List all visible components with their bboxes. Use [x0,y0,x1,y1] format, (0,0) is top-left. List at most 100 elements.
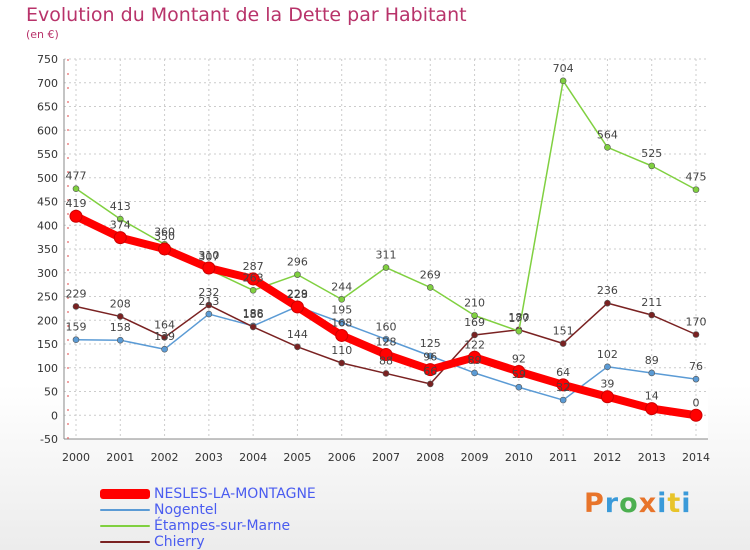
legend-item-nogentel: Nogentel [100,502,316,518]
data-label-etampes: 477 [66,170,87,183]
y-tick-label: 600 [37,124,58,137]
data-point-nogentel [116,336,124,344]
data-point-nesles [290,300,304,314]
data-label-nesles: 310 [198,249,219,262]
data-label-nesles: 287 [243,260,264,273]
data-point-etampes [116,215,124,223]
data-point-etampes [648,162,656,170]
data-label-nesles: 374 [110,219,131,232]
y-tick-label: 700 [37,77,58,90]
data-label-etampes: 475 [686,171,707,184]
data-label-chierry: 180 [508,311,529,324]
data-label-chierry: 236 [597,284,618,297]
data-label-nesles: 64 [556,366,570,379]
data-point-etampes [692,186,700,193]
data-label-nesles: 14 [645,390,659,403]
data-point-etampes [294,271,301,278]
data-point-nogentel [471,369,478,377]
data-label-chierry: 211 [641,296,662,309]
data-point-chierry [559,340,567,347]
chart-title: Evolution du Montant de la Dette par Hab… [26,4,467,26]
x-tick-label: 2002 [151,451,179,464]
x-tick-label: 2010 [505,451,533,464]
data-label-nesles: 39 [600,378,614,391]
legend: NESLES-LA-MONTAGNE Nogentel Étampes-sur-… [100,486,316,550]
x-tick-label: 2007 [372,451,400,464]
data-label-chierry: 66 [423,365,437,378]
data-label-nogentel: 229 [287,287,308,300]
x-tick-label: 2011 [549,451,577,464]
chart-subtitle: (en €) [26,28,59,41]
y-tick-label: 300 [37,267,58,280]
legend-swatch-nogentel [100,509,150,511]
data-label-nogentel: 213 [198,295,219,308]
data-label-nogentel: 159 [66,321,87,334]
data-point-nesles [512,365,526,379]
data-label-etampes: 413 [110,200,131,213]
data-label-nesles: 96 [423,351,437,364]
data-label-nesles: 350 [154,230,175,243]
data-label-nogentel: 195 [331,304,352,317]
data-label-nesles: 128 [376,335,397,348]
data-label-nogentel: 160 [376,320,397,333]
data-point-nesles [379,347,393,361]
data-point-nogentel [692,375,700,383]
data-point-nesles [468,350,482,364]
data-label-chierry: 144 [287,328,308,341]
data-label-etampes: 177 [508,312,529,325]
data-label-chierry: 164 [154,318,175,331]
x-tick-label: 2009 [461,451,489,464]
data-label-nogentel: 89 [468,354,482,367]
legend-label-nogentel: Nogentel [154,502,218,518]
data-point-chierry [249,323,257,331]
x-tick-label: 2000 [62,451,90,464]
data-label-nogentel: 32 [556,381,570,394]
y-tick-label: 650 [37,101,58,114]
data-point-chierry [426,380,434,388]
data-point-nesles [113,231,127,245]
y-tick-label: 500 [37,172,58,185]
data-point-nogentel [648,369,656,377]
x-tick-label: 2005 [283,451,311,464]
data-label-chierry: 88 [379,354,393,367]
data-label-chierry: 151 [553,325,574,338]
data-point-etampes [72,185,80,192]
y-tick-label: 100 [37,362,58,375]
logo-letter: P [584,488,605,519]
data-label-nogentel: 102 [597,348,618,361]
data-label-etampes: 704 [553,62,574,75]
data-point-nogentel [161,345,168,353]
data-label-etampes: 307 [198,250,219,263]
y-tick-label: 400 [37,219,58,232]
data-point-chierry [382,370,390,377]
x-tick-label: 2012 [593,451,621,464]
logo-letter: i [657,488,668,519]
data-label-chierry: 208 [110,297,131,310]
y-tick-label: -50 [40,433,58,446]
data-point-nesles [600,390,614,404]
data-point-nogentel [604,363,611,371]
y-tick-label: 50 [44,386,58,399]
data-label-nogentel: 158 [110,321,131,334]
data-label-nogentel: 76 [689,360,703,373]
y-tick-label: 450 [37,196,58,209]
legend-label-chierry: Chierry [154,534,205,550]
data-point-chierry [692,331,700,338]
data-point-nesles [645,402,659,416]
legend-swatch-chierry [100,541,150,543]
data-point-chierry [604,299,611,307]
legend-label-etampes: Étampes-sur-Marne [154,518,291,534]
data-point-nesles [423,363,437,377]
data-label-chierry: 110 [331,344,352,357]
logo-letter: x [638,488,658,519]
y-tick-label: 750 [37,53,58,66]
x-tick-label: 2001 [106,451,134,464]
data-point-etampes [382,264,390,271]
data-point-nesles [556,378,570,392]
data-point-chierry [648,311,656,319]
data-point-chierry [338,359,346,367]
data-point-nogentel [205,310,213,318]
logo-letter: i [681,488,692,519]
data-point-nesles [69,209,83,223]
legend-item-etampes: Étampes-sur-Marne [100,518,316,534]
